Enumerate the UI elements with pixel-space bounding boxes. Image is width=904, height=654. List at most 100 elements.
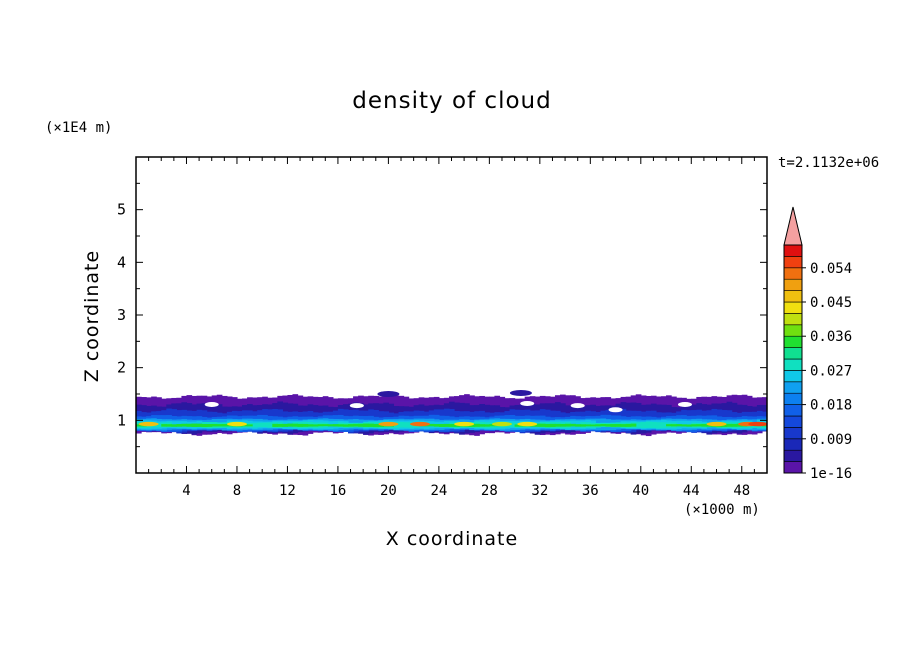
x-tick-label: 40 [632, 483, 649, 499]
field-cell [342, 424, 349, 427]
field-cell [161, 424, 167, 427]
field-cell [580, 424, 586, 427]
field-cell [257, 422, 263, 428]
field-cell [322, 424, 329, 427]
field-cell [247, 424, 253, 427]
colorbar-tick-label: 0.027 [810, 363, 852, 379]
field-cell [403, 422, 410, 428]
x-tick-label: 12 [279, 483, 296, 499]
field-cell [348, 424, 354, 427]
field-cell [660, 422, 667, 429]
field-peak [138, 421, 159, 427]
field-cell [509, 422, 516, 428]
field-cell [211, 423, 218, 427]
field-cell [181, 423, 188, 427]
field-cell [570, 423, 576, 427]
colorbar-swatch [783, 324, 803, 337]
colorbar-swatch [783, 244, 803, 257]
field-cell [156, 422, 162, 428]
field-cell [479, 424, 485, 427]
field-cell [534, 423, 541, 427]
time-label: t=2.1132e+06 [778, 155, 880, 171]
field-cell [549, 423, 556, 428]
field-cell [605, 424, 612, 427]
x-tick-label: 44 [683, 483, 700, 499]
field-cell [428, 423, 435, 427]
field-cell [514, 424, 521, 427]
field-cell [610, 424, 617, 427]
field-cell [363, 423, 369, 427]
colorbar-over-arrow [783, 206, 803, 246]
field-cell [443, 423, 450, 427]
field-cell [484, 424, 490, 427]
field-cell [721, 423, 728, 428]
colorbar-tick-label: 0.018 [810, 398, 852, 414]
field-cell [262, 422, 268, 428]
colorbar-swatch [783, 290, 803, 303]
y-tick-label: 2 [117, 359, 126, 377]
colorbar: 1e-16 0.009 0.018 0.027 0.036 0.045 0.054 [783, 206, 852, 482]
field-cell [166, 424, 172, 427]
field-cell [302, 423, 309, 427]
field-cell [312, 424, 319, 427]
field-cell [595, 424, 602, 427]
field-cell [191, 423, 198, 427]
field-peak [378, 421, 399, 427]
colorbar-tick-label: 0.009 [810, 432, 852, 448]
y-tick-label: 1 [117, 411, 126, 429]
field-cell [620, 424, 627, 427]
field-gap [520, 400, 535, 406]
field-peak [517, 421, 538, 427]
field-cell [317, 424, 324, 427]
field-cell [292, 423, 299, 427]
field-peak [454, 421, 475, 427]
field-cell [645, 421, 652, 428]
field-cell [474, 423, 480, 427]
field-cell [398, 422, 405, 428]
field-cell [448, 424, 455, 427]
colorbar-swatch [783, 370, 803, 383]
y-axis-unit: (×1E4 m) [45, 120, 113, 136]
colorbar-swatch [783, 438, 803, 451]
y-tick-label: 5 [117, 201, 126, 219]
field-cell [696, 424, 702, 427]
field-cell [272, 423, 278, 427]
field-cell [337, 424, 344, 427]
colorbar-tick-label: 1e-16 [810, 466, 852, 482]
x-tick-label: 4 [182, 483, 190, 499]
colorbar-tick-label: 0.036 [810, 329, 852, 345]
field-cell [373, 423, 379, 428]
colorbar-tick-label: 0.054 [810, 261, 852, 277]
field-cell [438, 423, 445, 427]
field-cell [136, 424, 142, 427]
x-tick-label: 36 [582, 483, 599, 499]
colorbar-swatch [783, 392, 803, 405]
field-cell [650, 421, 657, 429]
y-axis-label: Z coordinate [81, 249, 103, 383]
colorbar-swatch [783, 427, 803, 440]
colorbar-swatch [783, 301, 803, 314]
field-cell [681, 424, 687, 427]
field-cell [640, 422, 647, 428]
colorbar-swatch [783, 256, 803, 269]
field-cell [701, 423, 708, 427]
field-cell [676, 424, 682, 427]
colorbar-swatch [783, 278, 803, 291]
field-cell [600, 423, 607, 427]
field-cell [297, 423, 304, 427]
density-field [136, 389, 767, 437]
x-tick-label: 48 [733, 483, 750, 499]
field-cell [575, 424, 581, 427]
field-cell [691, 424, 697, 427]
field-cell [353, 423, 359, 427]
field-cell [585, 424, 591, 427]
field-cell [539, 423, 546, 427]
field-cell [590, 424, 596, 427]
field-cell [206, 423, 213, 427]
field-cell [176, 424, 183, 427]
field-peak [226, 421, 247, 427]
field-peak [491, 421, 512, 427]
field-cell [615, 423, 622, 427]
